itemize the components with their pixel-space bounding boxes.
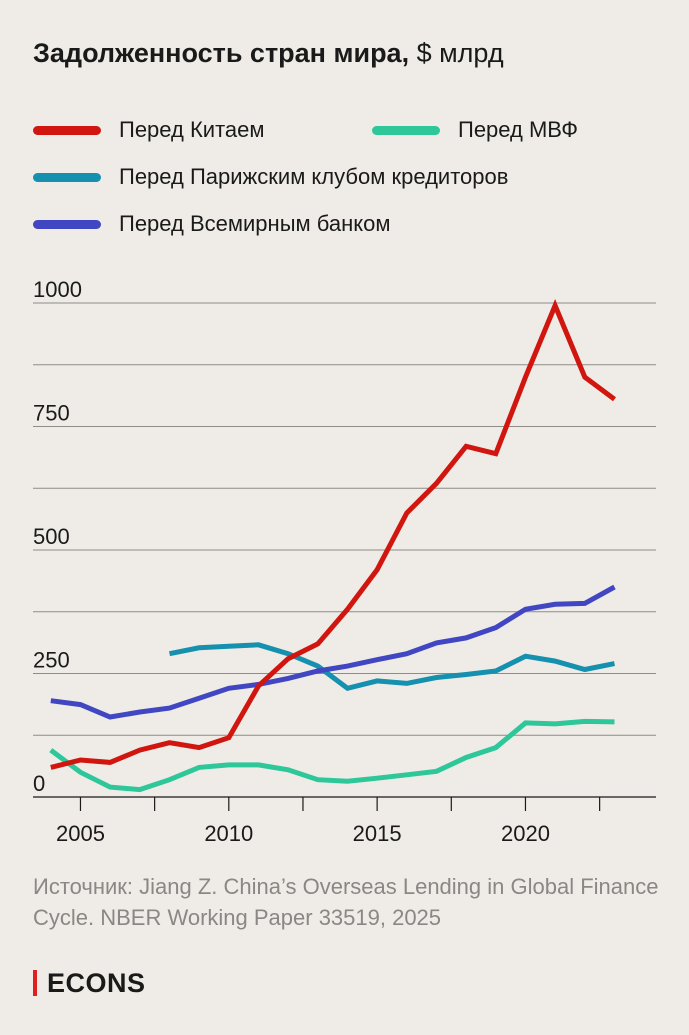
legend-swatch-imf	[372, 125, 440, 135]
y-tick-label-1000: 1000	[33, 277, 82, 302]
legend-swatch-worldbank	[33, 219, 101, 229]
legend-label-china: Перед Китаем	[119, 117, 265, 142]
chart-title: Задолженность стран мира, $ млрд	[33, 38, 504, 69]
legend-item-worldbank: Перед Всемирным банком	[33, 209, 390, 239]
brand-accent-bar	[33, 970, 37, 996]
x-tick-label-2010: 2010	[204, 821, 253, 846]
legend-label-paris: Перед Парижским клубом кредиторов	[119, 164, 509, 189]
legend-item-imf: Перед МВФ	[372, 115, 578, 145]
legend-swatch-paris	[33, 172, 101, 182]
brand-name: ECONS	[47, 967, 146, 998]
legend-item-paris: Перед Парижским клубом кредиторов	[33, 162, 508, 192]
brand-logo: ECONS	[33, 966, 146, 1000]
x-tick-label-2020: 2020	[501, 821, 550, 846]
series-line-0	[50, 298, 616, 770]
y-tick-label-750: 750	[33, 401, 70, 426]
legend-item-china: Перед Китаем	[33, 115, 265, 145]
y-tick-label-250: 250	[33, 648, 70, 673]
line-chart: 0 250 500 750 1000 2005 2010 2015 2020	[33, 277, 656, 846]
source-note: Источник: Jiang Z. China’s Overseas Lend…	[33, 874, 659, 930]
x-tick-label-2005: 2005	[56, 821, 105, 846]
legend-swatch-china	[33, 125, 101, 135]
series-line-3	[50, 584, 616, 720]
y-tick-label-500: 500	[33, 524, 70, 549]
chart-title-main: Задолженность стран мира,	[33, 38, 410, 68]
x-tick-label-2015: 2015	[353, 821, 402, 846]
series-line-2	[169, 642, 615, 692]
y-tick-label-0: 0	[33, 771, 45, 796]
series-line-1	[49, 718, 615, 793]
legend-label-imf: Перед МВФ	[458, 117, 578, 142]
legend-label-worldbank: Перед Всемирным банком	[119, 211, 391, 236]
chart-title-unit: $ млрд	[416, 38, 504, 68]
